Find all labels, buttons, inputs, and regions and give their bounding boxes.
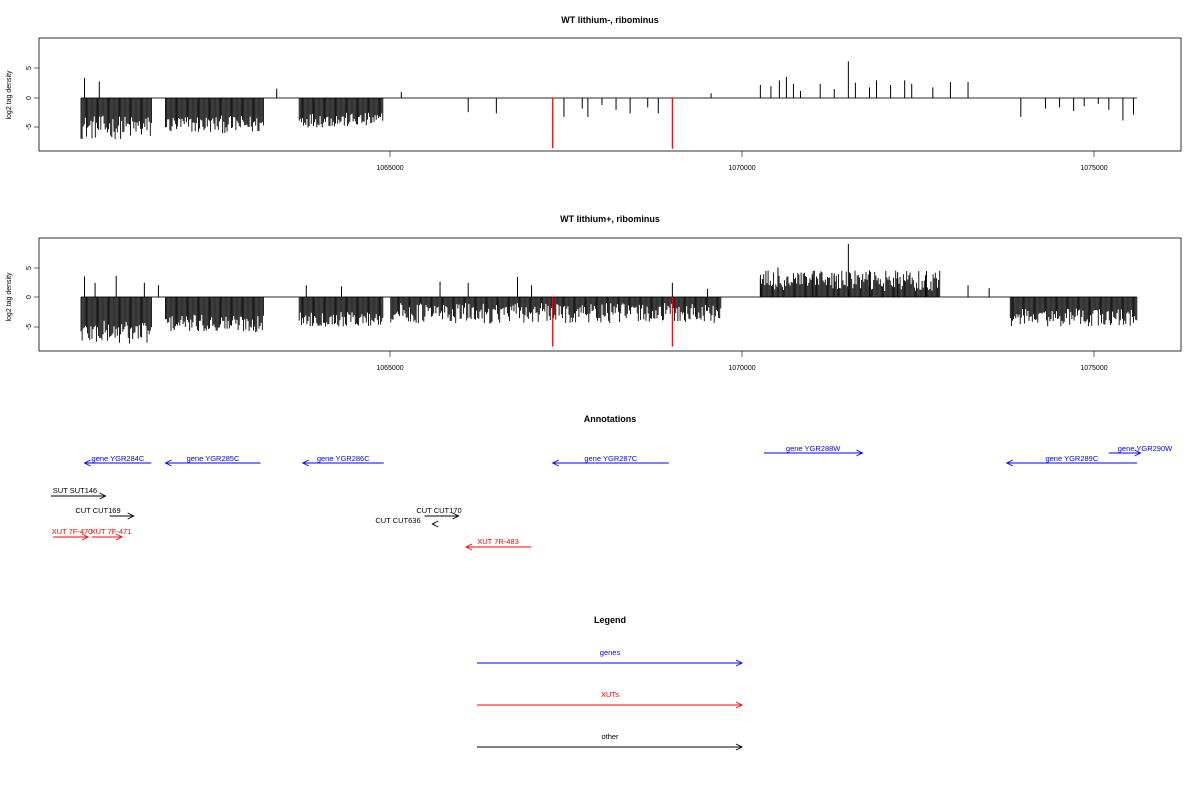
panel1-xtick-1065000: 1065000 — [376, 165, 403, 172]
panel2-title: WT lithium+, ribominus — [560, 214, 660, 224]
gene-feature-arrowhead — [301, 459, 309, 467]
feature-label: CUT CUT169 — [75, 506, 120, 515]
other-feature-arrowhead — [99, 492, 107, 500]
panel1-frame — [38, 37, 1182, 152]
panel1-ylabel: log2 tag density — [6, 70, 13, 120]
panel2-xtick-1065000: 1065000 — [376, 365, 403, 372]
panel2-xtick-1070000: 1070000 — [728, 365, 755, 372]
panel1-xtick-1075000: 1075000 — [1080, 165, 1107, 172]
panel1-bars — [80, 61, 1137, 149]
panel2-frame — [38, 237, 1182, 352]
panel2-ytick-5: 5 — [26, 266, 33, 270]
annotation-features: gene YGR284C gene YGR285C gene YGR286C gene… — [51, 444, 1173, 551]
xut-feature-arrowhead — [81, 533, 90, 541]
feature-label: CUT CUT170 — [416, 506, 461, 515]
legend: Legend genes XUTs other — [477, 615, 744, 751]
gene-feature-arrowhead — [856, 449, 864, 457]
feature-label: gene YGR287C — [584, 454, 637, 463]
xut-feature-arrowhead — [464, 543, 473, 551]
gene-feature-arrowhead — [83, 459, 91, 467]
legend-label: XUTs — [601, 690, 619, 699]
feature-label: XUT 7F-470 — [52, 527, 93, 536]
feature-label: gene YGR284C — [92, 454, 145, 463]
panel1-ytick-5: 5 — [26, 66, 33, 70]
feature-label: gene YGR285C — [187, 454, 240, 463]
panel1-y-axis: 5 0 -5 — [26, 66, 39, 130]
xut-feature-arrowhead — [115, 533, 124, 541]
gene-feature-arrowhead — [164, 459, 172, 467]
gene-feature-arrowhead — [1134, 449, 1142, 457]
feature-label: SUT SUT146 — [53, 486, 97, 495]
gene-feature-arrowhead — [1005, 459, 1013, 467]
other-feature-arrowhead — [431, 520, 439, 528]
legend-0-arrowhead — [735, 659, 744, 667]
panel2-ytick-0: 0 — [26, 295, 33, 299]
panel2-ylabel: log2 tag density — [6, 272, 13, 322]
feature-label: XUT 7F-471 — [91, 527, 132, 536]
legend-title: Legend — [594, 615, 626, 625]
panel1-title: WT lithium-, ribominus — [561, 15, 659, 25]
panel-lithium-minus: WT lithium-, ribominus log2 tag density … — [6, 15, 1182, 172]
annotations-title: Annotations — [584, 414, 637, 424]
feature-label: XUT 7R-483 — [477, 537, 519, 546]
panel1-ytick-0: 0 — [26, 96, 33, 100]
feature-label: gene YGR286C — [317, 454, 370, 463]
panel1-xtick-1070000: 1070000 — [728, 165, 755, 172]
legend-label: genes — [600, 648, 621, 657]
feature-label: gene YGR290W — [1118, 444, 1173, 453]
legend-items: genes XUTs other — [477, 648, 744, 751]
panel-lithium-plus: WT lithium+, ribominus log2 tag density … — [6, 214, 1182, 372]
panel2-y-axis: 5 0 -5 — [26, 266, 39, 330]
panel2-xtick-1075000: 1075000 — [1080, 365, 1107, 372]
annotations-track: Annotations gene YGR284C gene YGR285C gene… — [51, 414, 1173, 551]
feature-label: gene YGR289C — [1045, 454, 1098, 463]
legend-2-arrowhead — [735, 743, 744, 751]
other-feature-arrowhead — [127, 512, 135, 520]
panel1-ytick-minus5: -5 — [26, 124, 33, 130]
panel1-x-axis: 1065000 1070000 1075000 — [376, 151, 1108, 172]
legend-label: other — [601, 732, 619, 741]
legend-1-arrowhead — [735, 701, 744, 709]
feature-label: gene YGR288W — [786, 444, 841, 453]
feature-label: CUT CUT636 — [375, 516, 420, 525]
gene-feature-arrowhead — [551, 459, 559, 467]
panel2-bars — [80, 243, 1138, 347]
panel2-x-axis: 1065000 1070000 1075000 — [376, 351, 1108, 372]
panel2-ytick-minus5: -5 — [26, 324, 33, 330]
other-feature-arrowhead — [452, 512, 460, 520]
